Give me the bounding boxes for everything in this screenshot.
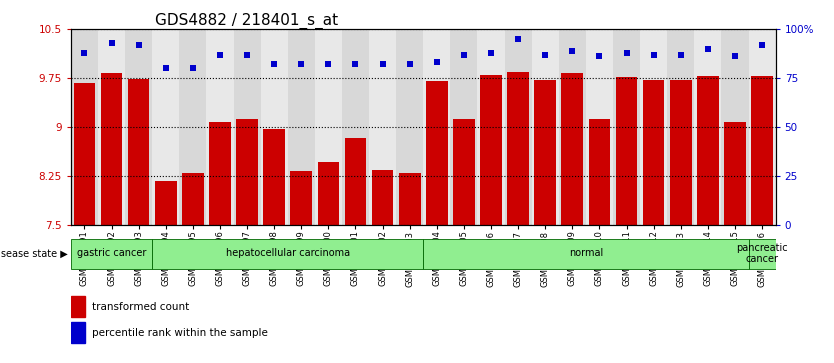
Text: pancreatic
cancer: pancreatic cancer	[736, 242, 788, 264]
Bar	[318, 162, 339, 225]
Bar	[507, 72, 529, 225]
Text: disease state ▶: disease state ▶	[0, 248, 68, 258]
Point	[240, 52, 254, 57]
Point	[186, 65, 199, 71]
Text: hepatocellular carcinoma: hepatocellular carcinoma	[226, 248, 349, 258]
Point	[539, 52, 552, 57]
FancyBboxPatch shape	[71, 240, 152, 269]
Text: gastric cancer: gastric cancer	[77, 248, 146, 258]
Bar	[288, 29, 315, 225]
Point	[159, 65, 173, 71]
Bar	[613, 29, 641, 225]
Text: percentile rank within the sample: percentile rank within the sample	[92, 328, 268, 338]
Bar	[101, 73, 123, 225]
Bar	[396, 29, 424, 225]
Bar	[589, 119, 610, 225]
Bar	[209, 122, 231, 225]
Bar	[559, 29, 586, 225]
Bar	[751, 76, 773, 225]
Bar	[98, 29, 125, 225]
Point	[593, 54, 606, 60]
Text: GDS4882 / 218401_s_at: GDS4882 / 218401_s_at	[155, 13, 339, 29]
Bar	[128, 79, 149, 225]
Point	[294, 61, 308, 67]
FancyBboxPatch shape	[749, 240, 776, 269]
FancyBboxPatch shape	[424, 240, 749, 269]
Bar	[535, 80, 556, 225]
Bar	[667, 29, 694, 225]
Bar	[643, 80, 665, 225]
Bar	[155, 181, 177, 225]
Bar	[532, 29, 559, 225]
Point	[565, 48, 579, 53]
Bar	[697, 76, 719, 225]
Bar	[71, 29, 98, 225]
Bar	[426, 81, 448, 225]
Point	[701, 46, 715, 52]
Bar	[694, 29, 721, 225]
Bar	[372, 170, 394, 225]
Bar	[505, 29, 532, 225]
Bar	[71, 322, 85, 343]
Point	[485, 50, 498, 56]
Bar	[344, 138, 366, 225]
Bar	[290, 171, 312, 225]
Point	[674, 52, 687, 57]
Bar	[399, 173, 420, 225]
FancyBboxPatch shape	[152, 240, 424, 269]
Bar	[234, 29, 260, 225]
Point	[132, 42, 145, 48]
Bar	[207, 29, 234, 225]
Bar	[264, 129, 285, 225]
Point	[647, 52, 661, 57]
Bar	[342, 29, 369, 225]
Bar	[125, 29, 152, 225]
Point	[214, 52, 227, 57]
Bar	[724, 122, 746, 225]
Bar	[73, 83, 95, 225]
Bar	[179, 29, 207, 225]
Bar	[236, 119, 258, 225]
Bar	[615, 77, 637, 225]
Bar	[561, 73, 583, 225]
Text: transformed count: transformed count	[92, 302, 188, 312]
Bar	[152, 29, 179, 225]
Bar	[749, 29, 776, 225]
Bar	[315, 29, 342, 225]
Bar	[450, 29, 478, 225]
Point	[620, 50, 633, 56]
Text: normal: normal	[569, 248, 603, 258]
Bar	[480, 75, 502, 225]
Bar	[424, 29, 450, 225]
Point	[322, 61, 335, 67]
Point	[105, 40, 118, 46]
Point	[457, 52, 470, 57]
Bar	[721, 29, 749, 225]
Point	[78, 50, 91, 56]
Bar	[670, 80, 691, 225]
Point	[430, 60, 444, 65]
Bar	[71, 296, 85, 317]
Bar	[182, 173, 203, 225]
Point	[403, 61, 416, 67]
Bar	[641, 29, 667, 225]
Point	[349, 61, 362, 67]
Point	[728, 54, 741, 60]
Bar	[369, 29, 396, 225]
Point	[268, 61, 281, 67]
Point	[376, 61, 389, 67]
Bar	[585, 29, 613, 225]
Point	[511, 36, 525, 42]
Bar	[453, 119, 475, 225]
Bar	[477, 29, 505, 225]
Bar	[260, 29, 288, 225]
Point	[756, 42, 769, 48]
